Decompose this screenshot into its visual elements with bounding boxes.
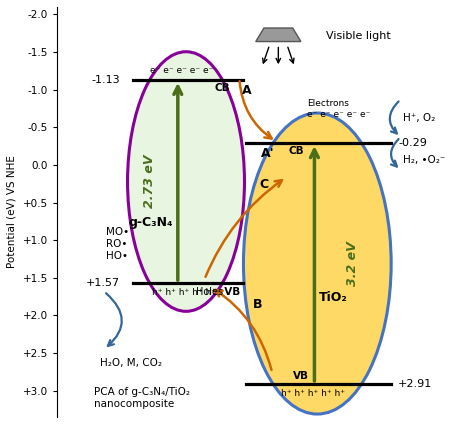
Text: Holes: Holes <box>196 287 223 297</box>
Text: H₂, •O₂⁻: H₂, •O₂⁻ <box>403 155 446 165</box>
Text: e⁻ e⁻ e⁻ e⁻ e⁻: e⁻ e⁻ e⁻ e⁻ e⁻ <box>150 67 214 75</box>
Text: B: B <box>253 298 263 311</box>
Text: A: A <box>242 84 252 97</box>
Text: H⁺, O₂: H⁺, O₂ <box>403 112 436 123</box>
Ellipse shape <box>128 52 245 311</box>
Text: H₂O, M, CO₂: H₂O, M, CO₂ <box>100 358 162 368</box>
Text: CB: CB <box>215 83 230 93</box>
Text: -0.29: -0.29 <box>398 138 427 148</box>
Text: h⁺ h⁺ h⁺ h⁺ h⁺: h⁺ h⁺ h⁺ h⁺ h⁺ <box>281 389 345 398</box>
Text: MO•
RO•
HO•: MO• RO• HO• <box>106 226 129 261</box>
Text: 2.73 eV: 2.73 eV <box>143 155 155 208</box>
Text: Electrons
e⁻ e⁻ e⁻ e⁻ e⁻: Electrons e⁻ e⁻ e⁻ e⁻ e⁻ <box>307 99 370 119</box>
Text: C: C <box>260 178 269 191</box>
Polygon shape <box>256 28 301 42</box>
Text: Visible light: Visible light <box>326 31 390 41</box>
Text: CB: CB <box>289 146 304 156</box>
Text: +1.57: +1.57 <box>86 278 120 288</box>
Text: PCA of g-C₃N₄/TiO₂
nanocomposite: PCA of g-C₃N₄/TiO₂ nanocomposite <box>94 387 190 410</box>
Text: -1.13: -1.13 <box>92 75 120 85</box>
Text: +2.91: +2.91 <box>398 379 432 389</box>
Ellipse shape <box>244 113 391 414</box>
Text: VB: VB <box>217 287 240 297</box>
Text: VB: VB <box>293 371 309 381</box>
Text: 3.2 eV: 3.2 eV <box>346 241 359 286</box>
Text: TiO₂: TiO₂ <box>319 291 348 304</box>
Text: A': A' <box>261 147 274 160</box>
Text: g-C₃N₄: g-C₃N₄ <box>129 216 173 229</box>
Text: h⁺ h⁺ h⁺ h⁺ h⁺: h⁺ h⁺ h⁺ h⁺ h⁺ <box>152 288 216 297</box>
Y-axis label: Potential (eV) VS NHE: Potential (eV) VS NHE <box>7 156 17 268</box>
